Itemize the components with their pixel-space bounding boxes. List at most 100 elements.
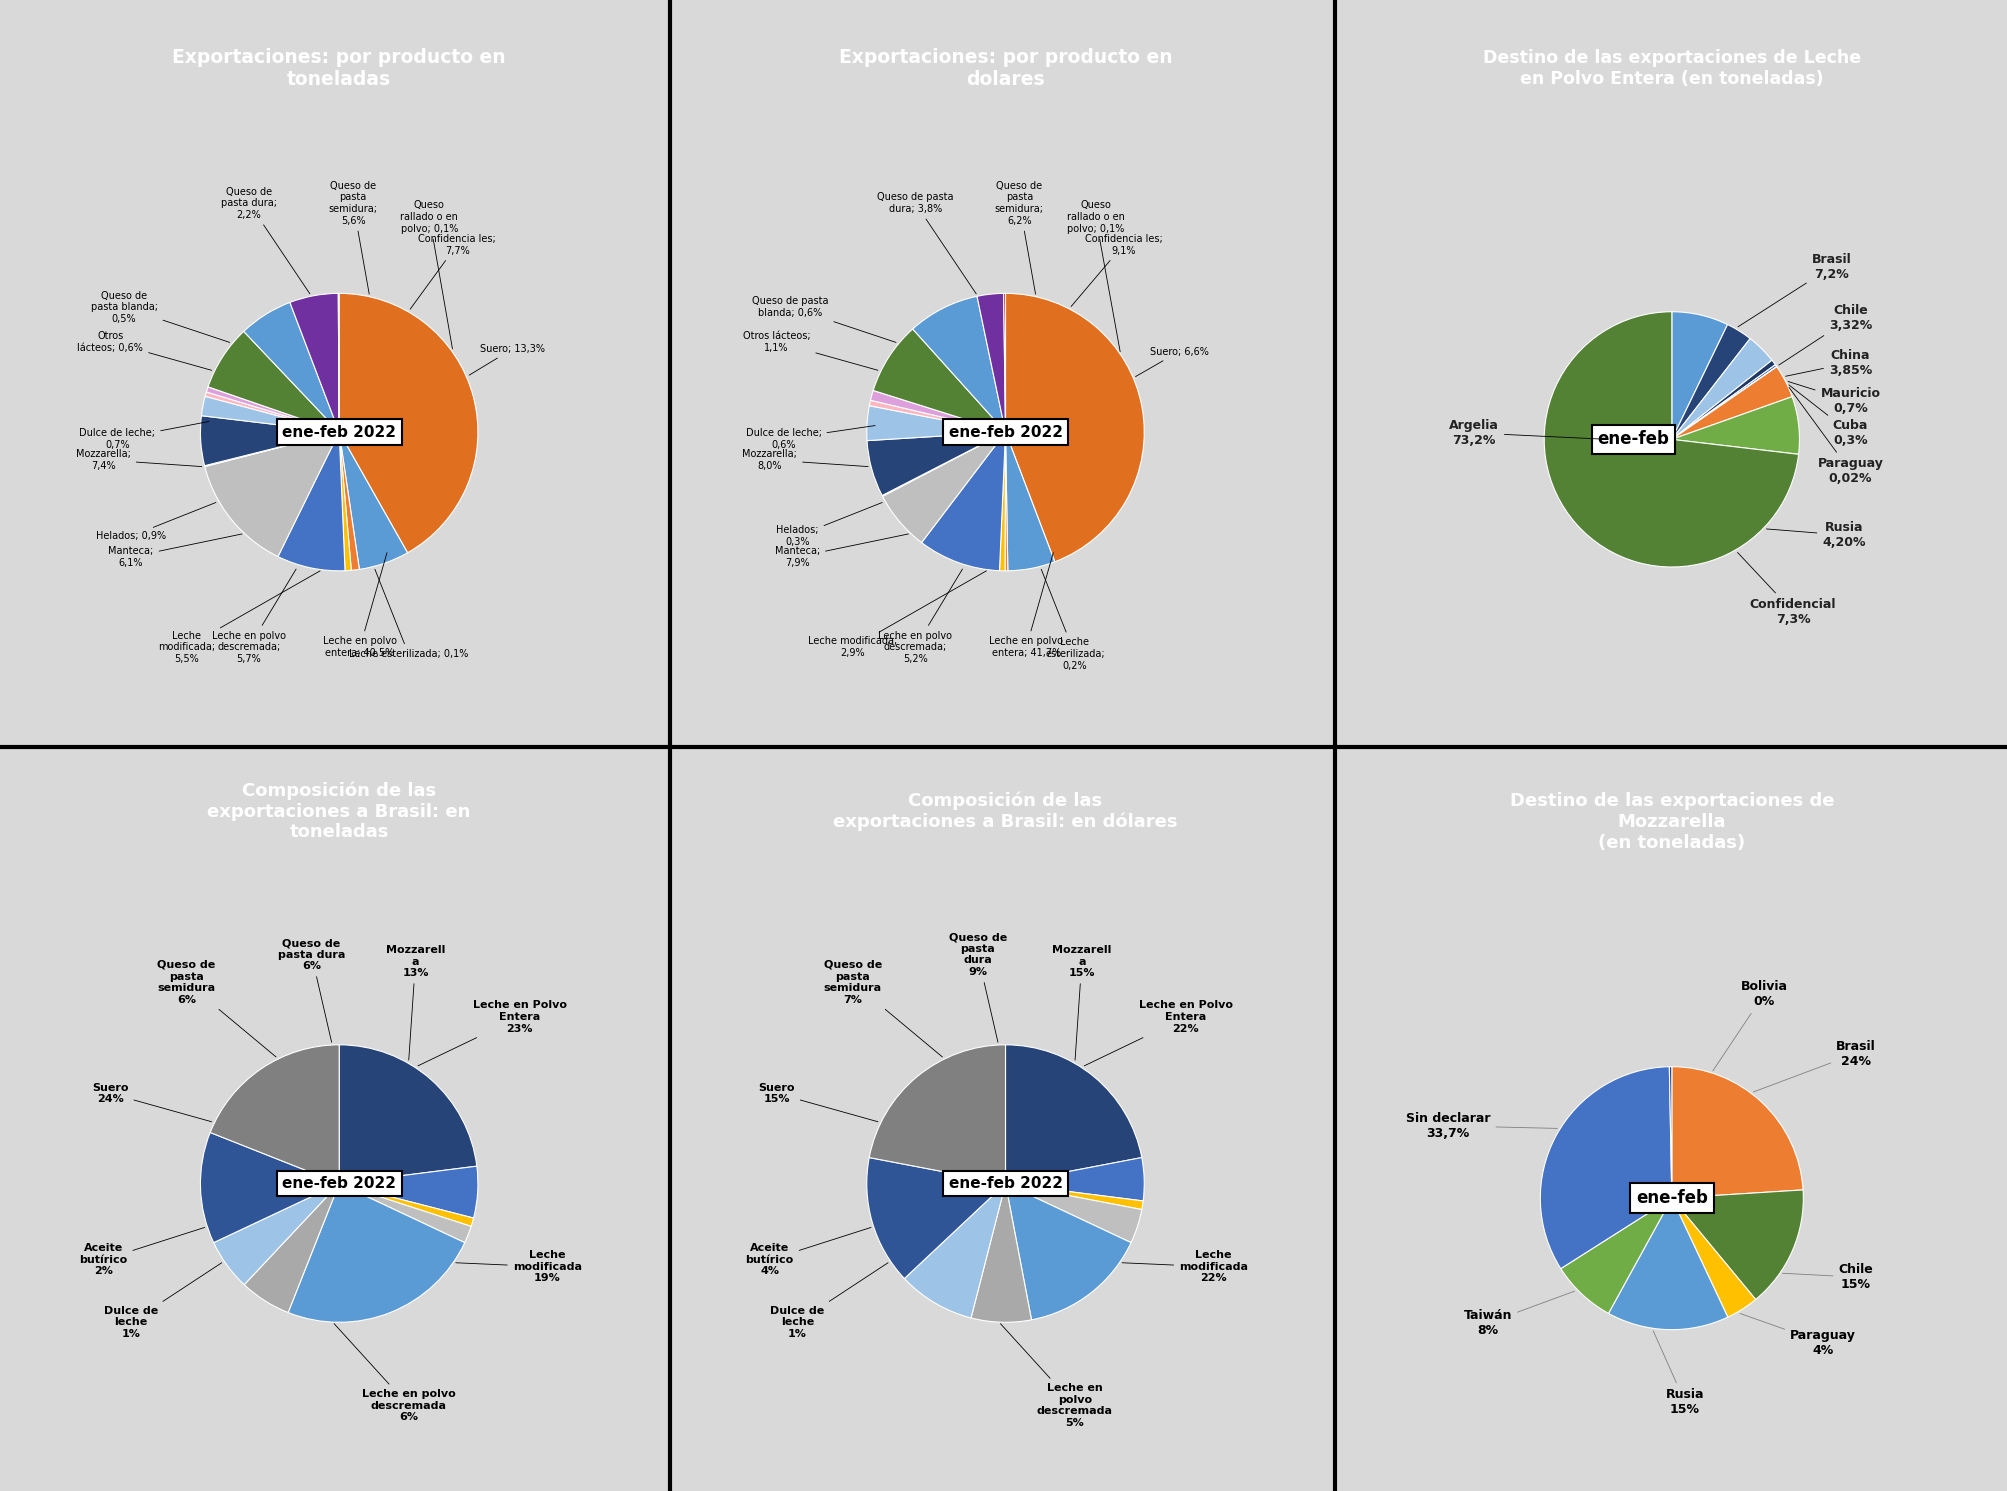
Text: Queso de
pasta dura;
2,2%: Queso de pasta dura; 2,2% [221,186,309,294]
Text: Leche modificada;
2,9%: Leche modificada; 2,9% [809,571,987,658]
Wedge shape [339,1184,472,1242]
Wedge shape [921,432,1006,571]
Wedge shape [339,432,407,570]
Wedge shape [977,294,1006,432]
Text: Exportaciones: por producto en
toneladas: Exportaciones: por producto en toneladas [173,48,506,89]
Text: Helados; 0,9%: Helados; 0,9% [96,502,217,541]
Text: ene-feb: ene-feb [1598,431,1670,449]
Text: ene-feb: ene-feb [1636,1190,1708,1208]
Text: Queso de
pasta
semidura;
5,6%: Queso de pasta semidura; 5,6% [329,180,377,294]
Wedge shape [871,391,1006,432]
Text: Sin declarar
33,7%: Sin declarar 33,7% [1407,1112,1557,1139]
Wedge shape [243,303,339,432]
Wedge shape [905,1184,1006,1318]
Text: China
3,85%: China 3,85% [1786,349,1873,377]
Text: Dulce de leche;
0,7%: Dulce de leche; 0,7% [78,422,209,450]
Text: Suero; 6,6%: Suero; 6,6% [1136,346,1208,377]
Wedge shape [1672,367,1792,440]
Wedge shape [339,294,478,553]
Wedge shape [1539,1066,1672,1269]
Text: Composición de las
exportaciones a Brasil: en
toneladas: Composición de las exportaciones a Brasi… [207,781,472,841]
Wedge shape [1543,312,1798,567]
Wedge shape [867,432,1006,495]
Text: Suero
24%: Suero 24% [92,1082,211,1121]
Text: Queso de
pasta
semidura
6%: Queso de pasta semidura 6% [157,960,277,1057]
Text: Leche en polvo
descremada;
5,2%: Leche en polvo descremada; 5,2% [879,570,963,663]
Text: Queso de
pasta
semidura
7%: Queso de pasta semidura 7% [823,960,943,1057]
Text: Queso de
pasta blanda;
0,5%: Queso de pasta blanda; 0,5% [90,291,229,343]
Text: Paraguay
0,02%: Paraguay 0,02% [1788,388,1883,485]
Text: Leche en polvo
entera; 41,7%: Leche en polvo entera; 41,7% [989,553,1064,658]
Text: Dulce de
leche
1%: Dulce de leche 1% [104,1263,221,1339]
Wedge shape [201,416,339,465]
Wedge shape [277,432,345,571]
Wedge shape [289,294,339,432]
Wedge shape [205,432,339,556]
Wedge shape [339,432,351,571]
Wedge shape [1006,1045,1142,1184]
Wedge shape [1608,1199,1728,1330]
Wedge shape [209,331,339,432]
Text: Brasil
7,2%: Brasil 7,2% [1738,253,1850,327]
Wedge shape [869,400,1006,432]
Wedge shape [201,397,339,432]
Wedge shape [1672,367,1776,440]
Text: Rusia
4,20%: Rusia 4,20% [1766,520,1867,549]
Wedge shape [1006,1184,1142,1242]
Text: Leche en Polvo
Entera
22%: Leche en Polvo Entera 22% [1084,1000,1232,1066]
Text: Suero
15%: Suero 15% [759,1082,877,1121]
Text: Mozzarella;
7,4%: Mozzarella; 7,4% [76,449,203,471]
Text: ene-feb 2022: ene-feb 2022 [949,425,1062,440]
Text: Confidencia les;
7,7%: Confidencia les; 7,7% [409,234,496,309]
Text: Manteca;
6,1%: Manteca; 6,1% [108,534,243,568]
Text: Leche en
polvo
descremada
5%: Leche en polvo descremada 5% [999,1324,1112,1428]
Text: Queso de
pasta dura
6%: Queso de pasta dura 6% [277,938,345,1042]
Text: Bolivia
0%: Bolivia 0% [1712,981,1788,1071]
Text: Destino de las exportaciones de
Mozzarella
(en toneladas): Destino de las exportaciones de Mozzarel… [1509,792,1834,851]
Wedge shape [339,1166,478,1218]
Text: Chile
3,32%: Chile 3,32% [1778,304,1873,365]
Wedge shape [1672,1190,1804,1300]
Wedge shape [1672,338,1772,440]
Wedge shape [205,392,339,432]
Wedge shape [883,432,1006,497]
Text: Leche en polvo
descremada;
5,7%: Leche en polvo descremada; 5,7% [213,570,297,663]
Text: Destino de las exportaciones de Leche
en Polvo Entera (en toneladas): Destino de las exportaciones de Leche en… [1483,49,1860,88]
Wedge shape [207,386,339,432]
Wedge shape [289,1184,466,1323]
Text: Taiwán
8%: Taiwán 8% [1463,1291,1575,1337]
Text: Argelia
73,2%: Argelia 73,2% [1449,419,1606,447]
Wedge shape [1672,365,1776,440]
Text: ene-feb 2022: ene-feb 2022 [283,1176,395,1191]
Text: Leche
modificada
22%: Leche modificada 22% [1122,1249,1248,1284]
Wedge shape [1561,1199,1672,1314]
Wedge shape [913,297,1006,432]
Text: Chile
15%: Chile 15% [1782,1263,1873,1291]
Text: Queso de pasta
dura; 3,8%: Queso de pasta dura; 3,8% [877,192,975,294]
Wedge shape [869,1045,1006,1184]
Wedge shape [205,432,339,467]
Text: Dulce de leche;
0,6%: Dulce de leche; 0,6% [745,425,875,450]
Text: Otros lácteos;
1,1%: Otros lácteos; 1,1% [743,331,877,370]
Wedge shape [1672,1199,1756,1317]
Wedge shape [339,1184,474,1227]
Text: Leche en polvo
entera; 40,5%: Leche en polvo entera; 40,5% [323,553,397,658]
Wedge shape [999,432,1006,571]
Text: ene-feb 2022: ene-feb 2022 [283,425,395,440]
Text: Mauricio
0,7%: Mauricio 0,7% [1788,382,1881,414]
Wedge shape [1672,361,1776,440]
Text: Dulce de
leche
1%: Dulce de leche 1% [771,1263,887,1339]
Wedge shape [873,330,1006,432]
Text: Cuba
0,3%: Cuba 0,3% [1788,385,1869,447]
Text: Leche en Polvo
Entera
23%: Leche en Polvo Entera 23% [417,1000,566,1066]
Wedge shape [1006,1184,1132,1320]
Wedge shape [1672,325,1750,440]
Text: Mozzarell
a
13%: Mozzarell a 13% [385,945,446,1060]
Wedge shape [1672,397,1800,455]
Text: Helados;
0,3%: Helados; 0,3% [777,502,883,547]
Text: Aceite
butírico
4%: Aceite butírico 4% [745,1227,871,1276]
Wedge shape [1006,432,1056,571]
Wedge shape [883,432,1006,543]
Text: Manteca;
7,9%: Manteca; 7,9% [775,534,909,568]
Wedge shape [339,1045,478,1184]
